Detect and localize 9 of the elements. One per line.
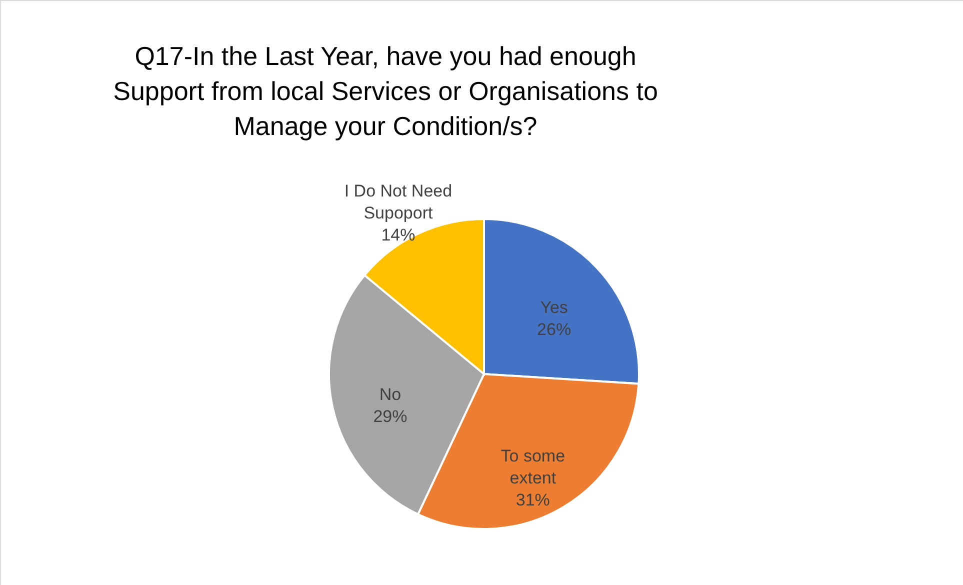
data-label: 29% <box>373 406 408 426</box>
data-label: 31% <box>516 490 550 510</box>
chart-title: Q17-In the Last Year, have you had enough Support from local Services or Organisations to Manage your Condition/s? <box>113 41 658 141</box>
slice-label: To some extent <box>500 446 566 488</box>
data-label: 14% <box>381 226 416 245</box>
slice-label: I Do Not Need Supoport <box>344 182 452 223</box>
slice-label: No <box>379 384 402 404</box>
data-label: 26% <box>537 320 572 340</box>
slice-label: Yes <box>540 298 568 318</box>
